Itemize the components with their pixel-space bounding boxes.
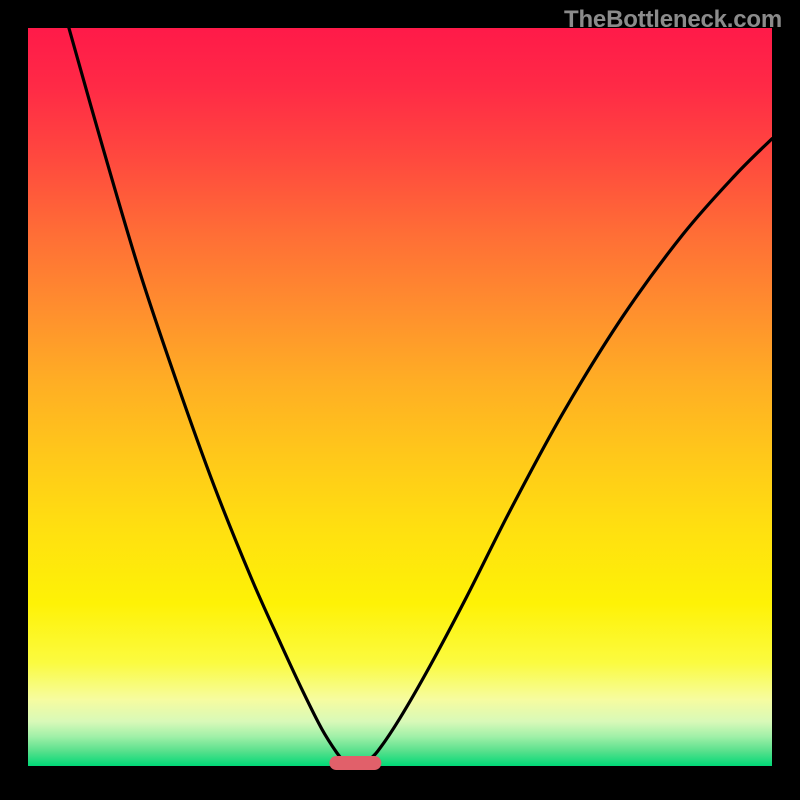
watermark-text: TheBottleneck.com [564, 6, 782, 34]
bottleneck-chart [0, 0, 800, 800]
plot-gradient-background [28, 28, 772, 766]
bottleneck-marker [329, 756, 381, 770]
chart-container: { "watermark": { "text": "TheBottleneck.… [0, 0, 800, 800]
